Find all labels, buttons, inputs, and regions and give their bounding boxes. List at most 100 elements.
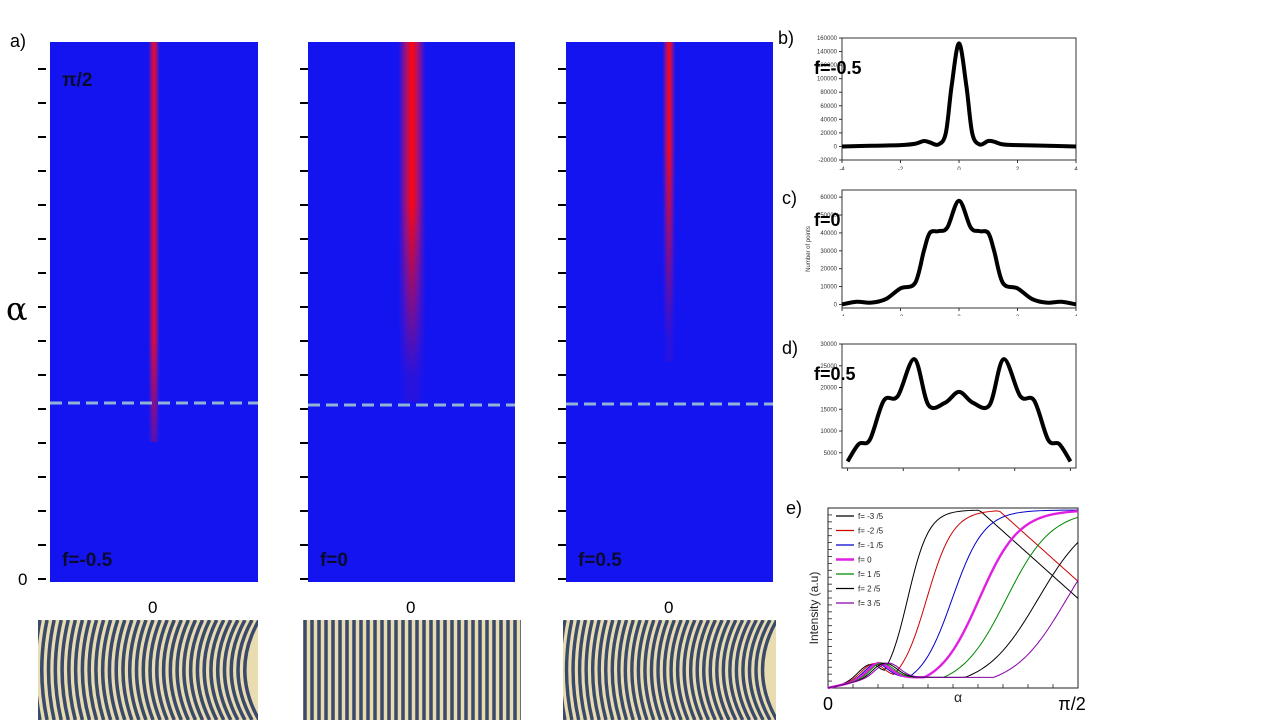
y-axis-label-alpha: α [6, 290, 28, 328]
legend-label: f= 2 /5 [858, 585, 881, 594]
heatmap-y-tick [558, 578, 566, 580]
y-tick-label: 100000 [817, 77, 838, 83]
fringe-stripe [209, 620, 226, 720]
heatmap-y-tick [300, 408, 308, 410]
heatmap-y-tick [38, 272, 46, 274]
fringe-stripe [623, 620, 635, 720]
x-tick-label: 2 [1016, 315, 1020, 316]
fringe-stripe [643, 620, 656, 720]
fringe-stripe [577, 620, 588, 720]
heatmap-y-tick [558, 306, 566, 308]
heatmap-y-tick [38, 68, 46, 70]
fringe-stripe [721, 620, 738, 720]
heatmap-y-tick [38, 102, 46, 104]
y-tick-label: 25000 [820, 364, 837, 370]
heatmap-y-tick [558, 272, 566, 274]
fringe-stripe [94, 620, 106, 720]
heatmap-y-tick [300, 340, 308, 342]
y-tick-label: 15000 [820, 407, 837, 413]
heatmap-f-05: f=0.5 [566, 42, 773, 582]
fringe-stripe [134, 620, 148, 720]
y-tick-label: 30000 [820, 249, 837, 255]
fringe-stripe [610, 620, 622, 720]
fringe-stripe [67, 620, 78, 720]
fringe-stripe [675, 620, 690, 720]
y-tick-label: 120000 [817, 63, 838, 69]
plot-e: Intensity (a.u) α 0 π/2 f= -3 /5 f= -2 /5 f= -… [800, 498, 1090, 720]
fringe-stripe [87, 620, 99, 720]
heatmap-y-tick [38, 306, 46, 308]
heatmap-y-tick [300, 170, 308, 172]
fringe-stripe [728, 620, 745, 720]
heatmap-y-tick [300, 272, 308, 274]
heatmap-y-tick [558, 170, 566, 172]
fringe-stripe [584, 620, 594, 720]
plot-d: -4-202450001000015000200002500030000 f=0… [800, 340, 1090, 481]
fringe-stripe [229, 620, 247, 720]
x-tick-label: -4 [839, 167, 845, 170]
y-axis-label: Number of points [806, 226, 812, 272]
fringe-stripe [702, 620, 717, 720]
heatmap-y-tick [300, 68, 308, 70]
y-tick-label: 50000 [820, 213, 837, 219]
heatmap-y-tick [300, 476, 308, 478]
x-tick-label: 2 [1016, 167, 1020, 170]
fringe-stripe [121, 620, 134, 720]
fringe-stripe [636, 620, 649, 720]
heatmap-y-tick [38, 408, 46, 410]
fringe-stripe [80, 620, 92, 720]
heatmap-f-neg05: π/2 f=-0.5 [50, 42, 258, 582]
fringe-stripe [656, 620, 670, 720]
fringe-stripe [168, 620, 183, 720]
fringe-stripe [100, 620, 113, 720]
x-tick-label: -4 [839, 315, 845, 316]
fringe-stripe [182, 620, 198, 720]
fringe-stripe [73, 620, 85, 720]
heatmap-y-tick [38, 238, 46, 240]
y-tick-label: 10000 [820, 429, 837, 435]
plot-e-xtick-1: π/2 [1058, 694, 1085, 714]
x-tick-zero-1: 0 [148, 598, 158, 617]
plot-frame [841, 189, 1077, 309]
legend-label: f= 0 [858, 556, 872, 565]
y-tick-label: 0 [834, 302, 838, 308]
y-bottom-label: 0 [18, 570, 28, 589]
heatmap-y-tick [38, 136, 46, 138]
fringe-stripe [141, 620, 155, 720]
heatmap-y-tick [558, 476, 566, 478]
fringe-stripe [760, 620, 779, 720]
heatmap-y-tick [300, 578, 308, 580]
fringe-stripe [669, 620, 683, 720]
plot-e-series-line [827, 580, 1079, 689]
fringe-image-straight [295, 620, 525, 720]
heatmap-y-tick [558, 408, 566, 410]
panel-label-b: b) [778, 28, 795, 48]
plot-e-xtick-0: 0 [823, 694, 833, 714]
fringe-stripe [564, 620, 574, 720]
data-line [841, 198, 1077, 307]
panel-label-c: c) [782, 188, 797, 208]
heatmap-y-tick [300, 102, 308, 104]
heatmap-y-tick [300, 544, 308, 546]
y-tick-label: 30000 [820, 342, 837, 348]
fringe-stripe [46, 620, 56, 720]
x-tick-zero-2: 0 [406, 598, 416, 617]
fringe-stripe [155, 620, 169, 720]
heatmap-y-tick [558, 442, 566, 444]
plot-b-f-label: f=-0.5 [814, 58, 862, 78]
heatmap-y-tick [38, 510, 46, 512]
fringe-stripe [734, 620, 752, 720]
heatmap-y-tick [38, 578, 46, 580]
y-tick-label: 40000 [820, 117, 837, 123]
heatmap-y-tick [558, 238, 566, 240]
heatmap-f-0: f=0 [308, 42, 515, 582]
y-tick-label: 40000 [820, 231, 837, 237]
fringe-stripe [682, 620, 697, 720]
heatmap-y-tick [558, 136, 566, 138]
fringe-image-curved-left [30, 620, 262, 720]
heatmap-y-tick [38, 442, 46, 444]
heatmap-y-tick [558, 68, 566, 70]
heatmap-y-tick [558, 340, 566, 342]
heatmap-top-label: π/2 [62, 70, 93, 91]
data-line [845, 357, 1073, 463]
